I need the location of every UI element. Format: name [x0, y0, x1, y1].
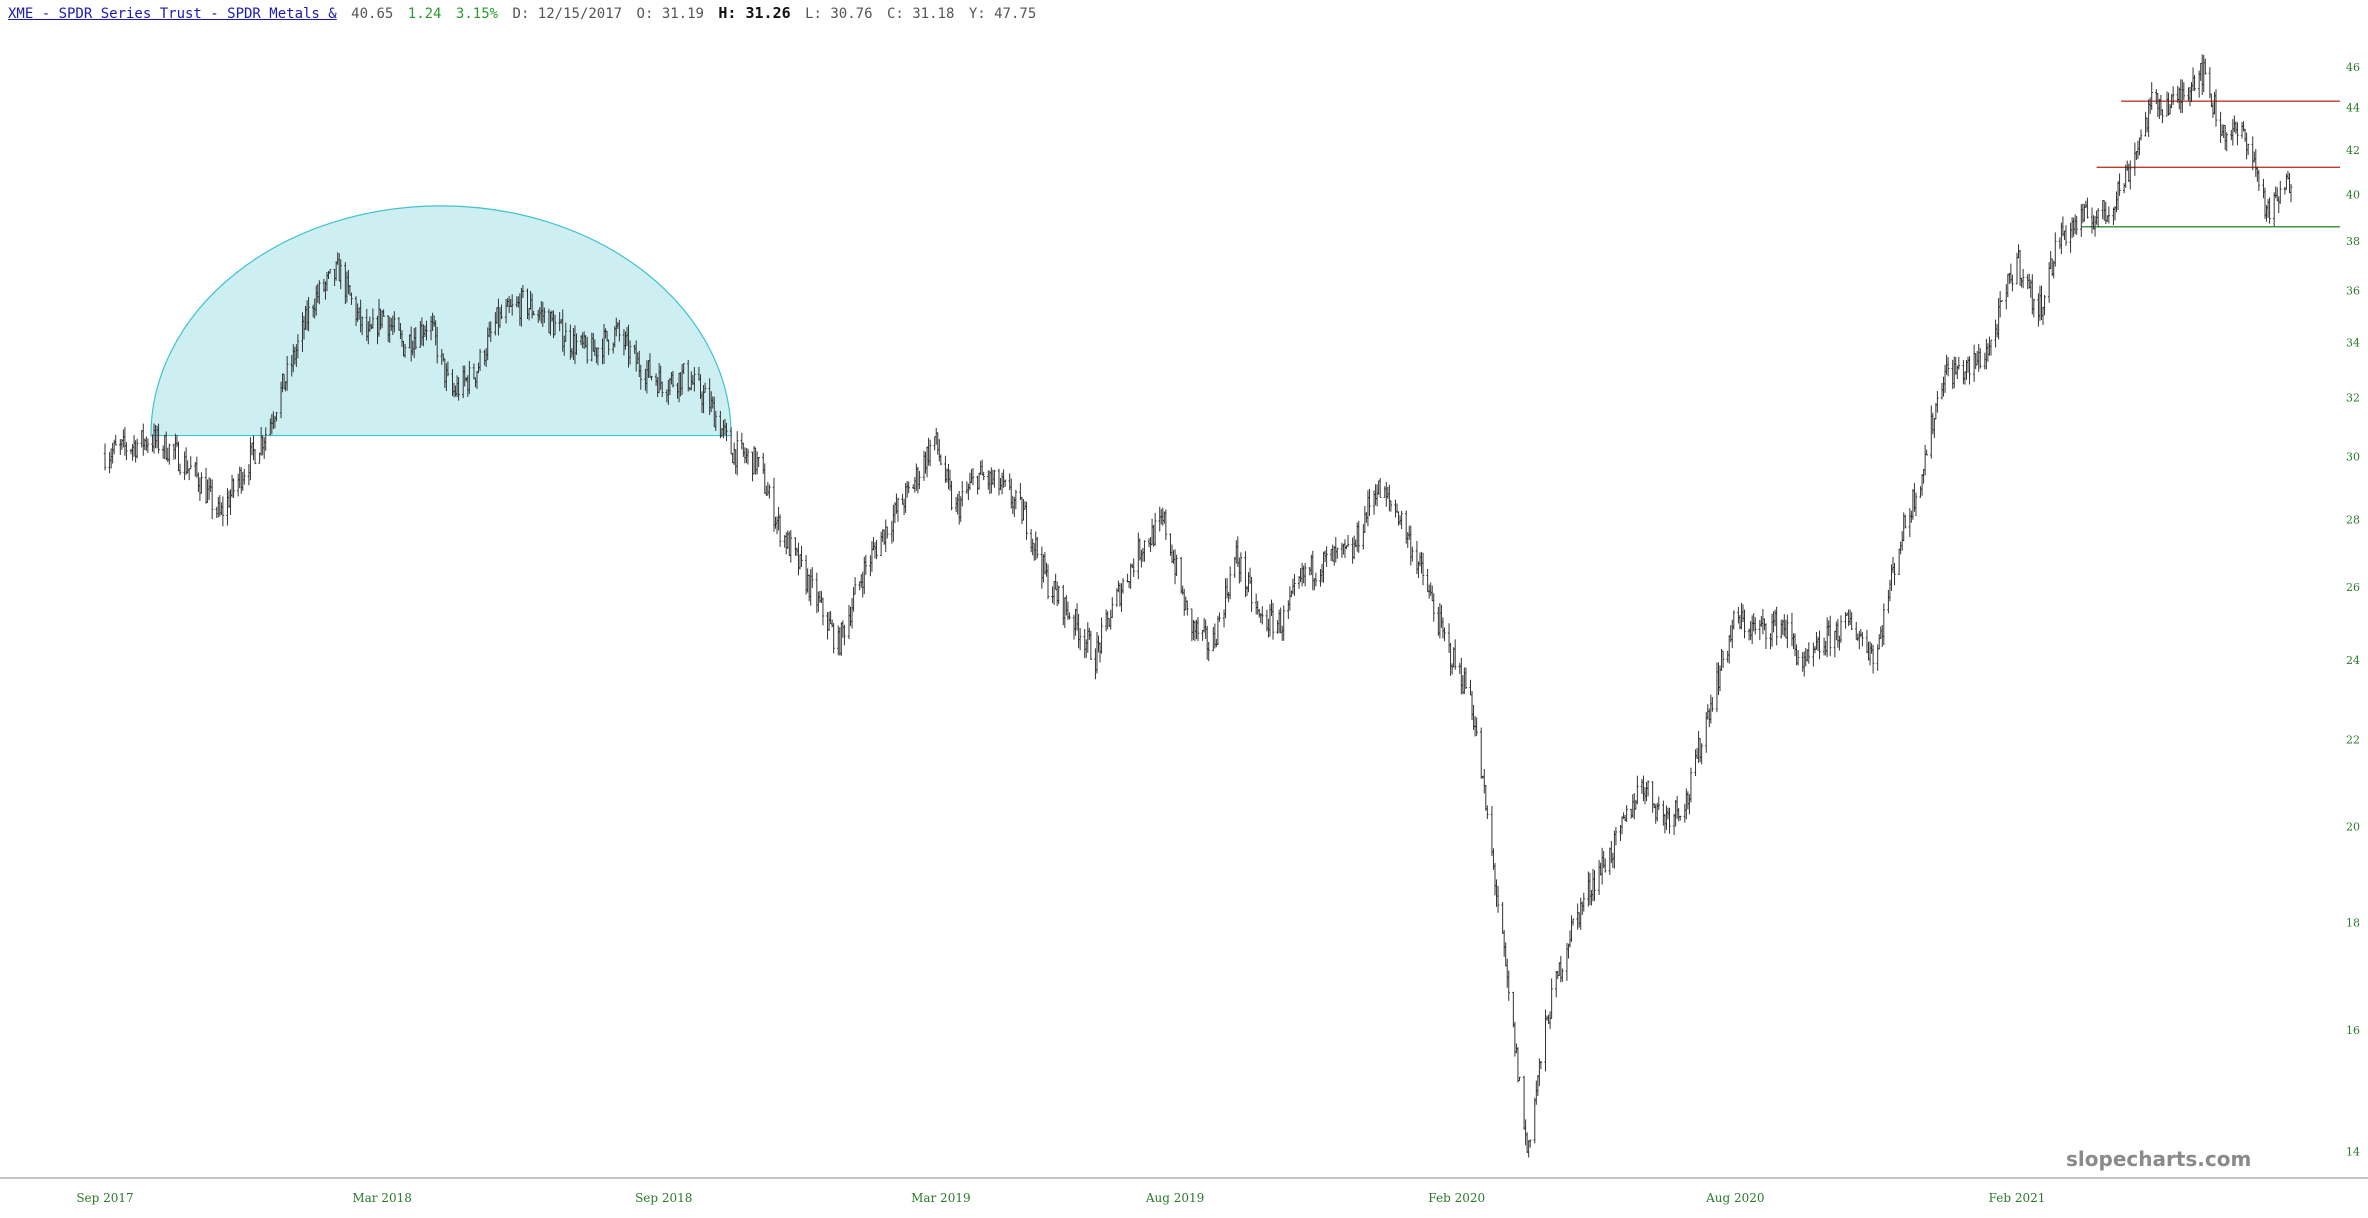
x-tick-label: Aug 2020 — [1705, 1191, 1764, 1205]
y-tick-label: 30 — [2346, 451, 2360, 464]
y-tick-label: 46 — [2346, 61, 2360, 74]
y-tick-label: 38 — [2346, 235, 2360, 248]
x-tick-label: Mar 2019 — [911, 1191, 971, 1205]
change-value: 1.24 — [407, 6, 442, 22]
price-bars — [103, 54, 2293, 1158]
x-tick-label: Aug 2019 — [1145, 1191, 1204, 1205]
quote-header: XME - SPDR Series Trust - SPDR Metals & … — [8, 4, 1042, 24]
symbol-link[interactable]: XME - SPDR Series Trust - SPDR Metals & — [8, 6, 337, 22]
date-readout: D: 12/15/2017 — [512, 6, 623, 22]
x-axis: Sep 2017 Mar 2018 Sep 2018 Mar 2019 Aug 2019… — [0, 1177, 2368, 1205]
watermark-brand: slopecharts.com — [2066, 1147, 2252, 1171]
dome-shape — [150, 205, 732, 437]
open-readout: O: 31.19 — [636, 6, 704, 22]
y-tick-label: 32 — [2346, 392, 2360, 405]
y-tick-label: 14 — [2346, 1146, 2360, 1159]
change-percent: 3.15% — [455, 6, 499, 22]
high-readout: H: 31.26 — [718, 4, 791, 22]
y-tick-label: 16 — [2346, 1024, 2360, 1037]
y-tick-label: 40 — [2346, 188, 2360, 201]
low-readout: L: 30.76 — [805, 6, 873, 22]
y-tick-label: 34 — [2346, 336, 2360, 349]
y-tick-label: 22 — [2346, 733, 2360, 746]
y-tick-label: 28 — [2346, 514, 2360, 527]
y-tick-label: 18 — [2346, 916, 2360, 929]
y-tick-label: 36 — [2346, 284, 2360, 297]
y-tick-label: 44 — [2346, 101, 2360, 114]
last-price: 40.65 — [351, 6, 394, 22]
y-tick-label: 20 — [2346, 820, 2360, 833]
x-tick-label: Feb 2020 — [1428, 1191, 1485, 1205]
x-tick-label: Feb 2021 — [1989, 1191, 2046, 1205]
horizontal-levels — [2081, 100, 2340, 228]
rounding-top-dome — [150, 205, 732, 437]
x-tick-label: Sep 2017 — [76, 1191, 133, 1205]
x-tick-label: Mar 2018 — [352, 1191, 412, 1205]
x-tick-label: Sep 2018 — [635, 1191, 692, 1205]
y-tick-label: 26 — [2346, 581, 2360, 594]
y-tick-label: 24 — [2346, 654, 2360, 667]
close-readout: C: 31.18 — [886, 6, 955, 22]
y-readout: Y: 47.75 — [968, 6, 1037, 22]
y-axis: 14 16 18 20 22 24 26 28 30 32 34 36 38 40 42 44 46 — [2346, 61, 2360, 1159]
y-tick-label: 42 — [2346, 144, 2360, 157]
